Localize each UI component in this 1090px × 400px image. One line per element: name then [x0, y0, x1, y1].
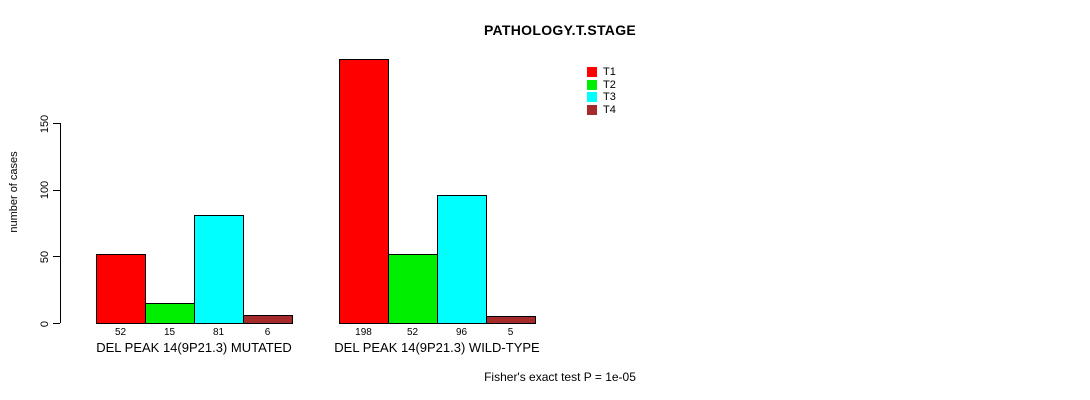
bar-t1-group2	[339, 59, 389, 324]
legend-label: T3	[603, 91, 616, 103]
bar-value-label: 81	[212, 327, 225, 338]
y-tick-label: 150	[39, 114, 51, 133]
bar-t3-group1	[194, 215, 244, 324]
bar-value-label: 15	[163, 327, 176, 338]
bar-t2-group1	[145, 303, 195, 324]
legend-label: T2	[603, 78, 616, 91]
y-tick-label: 100	[39, 180, 51, 200]
bar-t4-group1	[243, 315, 293, 324]
legend-swatch-icon	[587, 104, 597, 115]
bar-value-label: 52	[406, 327, 419, 338]
legend-swatch-icon	[587, 92, 597, 102]
annotation-text: Fisher's exact test P = 1e-05	[484, 370, 636, 384]
legend-item-t1: T1	[587, 66, 616, 78]
bar-value-label: 52	[114, 327, 127, 338]
y-tick	[53, 123, 60, 124]
group-label: DEL PEAK 14(9P21.3) MUTATED	[96, 340, 292, 355]
group-label: DEL PEAK 14(9P21.3) WILD-TYPE	[334, 340, 540, 355]
bar-value-label: 96	[455, 327, 468, 338]
y-tick	[53, 256, 60, 258]
bar-value-label: 6	[264, 327, 271, 338]
legend-swatch-icon	[587, 67, 597, 77]
y-axis-title: number of cases	[8, 151, 20, 233]
chart-title: PATHOLOGY.T.STAGE	[483, 22, 637, 38]
bar-value-label: 198	[355, 327, 372, 338]
legend-item-t2: T2	[587, 79, 616, 91]
y-tick-label: 0	[39, 320, 51, 327]
bar-t3-group2	[437, 195, 487, 324]
legend-swatch-icon	[587, 79, 597, 90]
y-tick-label: 50	[39, 250, 51, 263]
y-axis-line	[60, 123, 61, 323]
legend-item-t4: T4	[587, 104, 616, 116]
bar-value-label: 5	[507, 327, 514, 338]
y-tick	[53, 323, 60, 324]
legend-label: T4	[603, 103, 616, 116]
bar-t4-group2	[486, 316, 536, 324]
y-tick	[53, 189, 60, 191]
legend-item-t3: T3	[587, 91, 616, 103]
bar-t1-group1	[96, 254, 146, 324]
bar-t2-group2	[388, 254, 438, 324]
legend-label: T1	[603, 66, 616, 78]
